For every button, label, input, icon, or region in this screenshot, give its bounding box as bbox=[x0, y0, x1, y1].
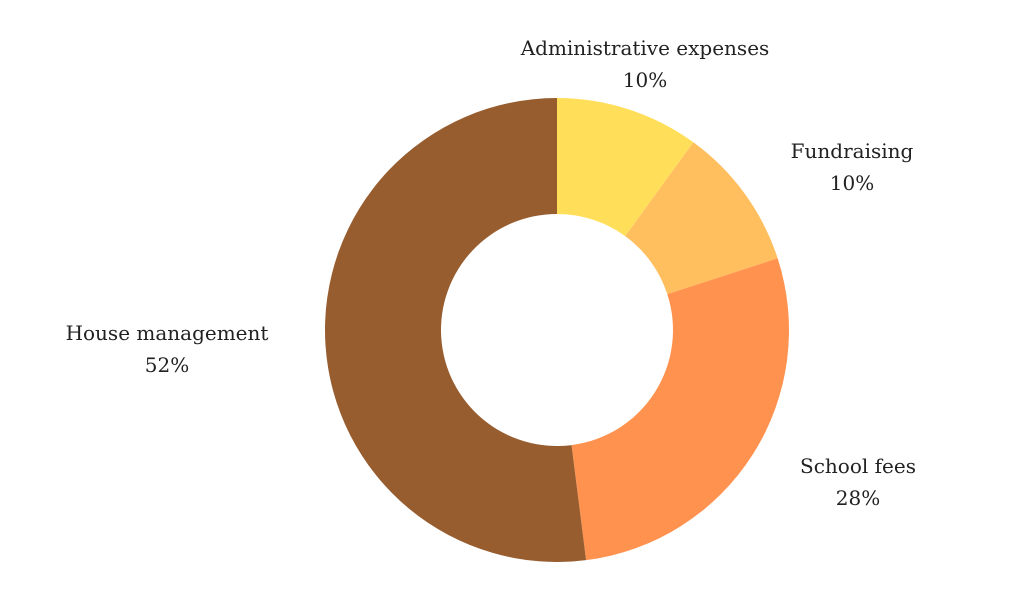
slice-label-percent: 10% bbox=[830, 171, 874, 195]
slice-house-management bbox=[324, 98, 587, 562]
slice-label-percent: 52% bbox=[145, 353, 189, 377]
donut-slices bbox=[324, 98, 789, 562]
slice-label-name: Administrative expenses bbox=[520, 36, 770, 60]
slice-label-name: School fees bbox=[800, 454, 916, 478]
slice-administrative-expenses bbox=[557, 98, 694, 237]
slice-label-name: Fundraising bbox=[791, 139, 914, 163]
slice-school-fees bbox=[571, 258, 789, 561]
slice-fundraising bbox=[625, 142, 778, 295]
slice-label-name: House management bbox=[66, 321, 269, 345]
slice-labels: Administrative expenses 10% Fundraising 10%… bbox=[66, 36, 916, 510]
slice-label-percent: 28% bbox=[836, 486, 880, 510]
slice-label-percent: 10% bbox=[623, 68, 667, 92]
